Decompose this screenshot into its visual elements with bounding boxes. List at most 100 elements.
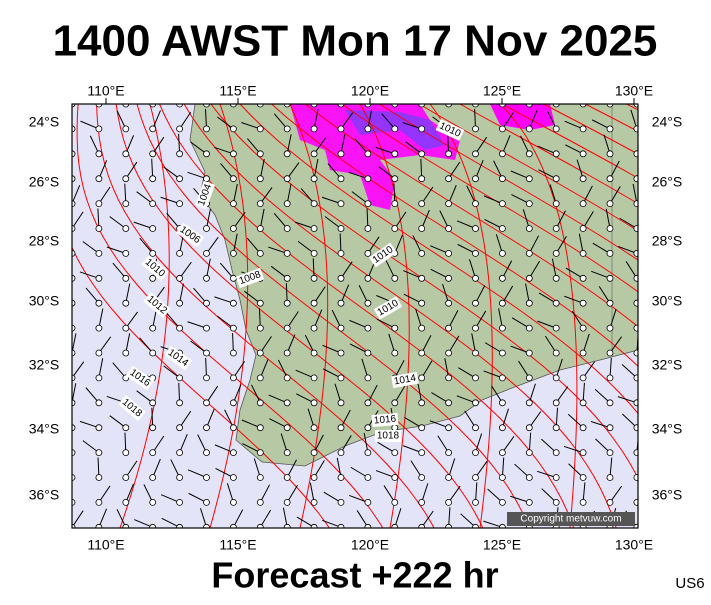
wind-station (607, 275, 613, 281)
wind-station (284, 499, 290, 505)
wind-station (96, 350, 102, 356)
wind-station (177, 450, 183, 456)
wind-station (607, 450, 613, 456)
wind-station (230, 325, 236, 331)
wind-station (526, 300, 532, 306)
wind-station (338, 151, 344, 157)
wind-station (96, 450, 102, 456)
wind-station (96, 151, 102, 157)
wind-station (338, 226, 344, 232)
wind-station (499, 450, 505, 456)
wind-barb (53, 446, 72, 452)
wind-station (204, 400, 210, 406)
wind-station (123, 126, 129, 132)
wind-station (96, 524, 102, 530)
wind-station (553, 499, 559, 505)
lat-label: 26°S (652, 174, 683, 190)
wind-station (123, 300, 129, 306)
wind-station (392, 450, 398, 456)
wind-station (553, 126, 559, 132)
wind-station (365, 350, 371, 356)
wind-station (580, 450, 586, 456)
wind-station (150, 250, 156, 256)
wind-station (553, 425, 559, 431)
wind-station (257, 126, 263, 132)
wind-station (96, 325, 102, 331)
wind-station (392, 126, 398, 132)
wind-station (150, 176, 156, 182)
wind-station (392, 400, 398, 406)
wind-station (607, 425, 613, 431)
wind-station (123, 275, 129, 281)
wind-station (499, 499, 505, 505)
lat-label: 28°S (652, 233, 683, 249)
wind-station (311, 375, 317, 381)
wind-station (580, 300, 586, 306)
wind-station (177, 475, 183, 481)
wind-station (419, 450, 425, 456)
wind-station (607, 300, 613, 306)
wind-station (230, 450, 236, 456)
wind-station (230, 226, 236, 232)
lat-label: 24°S (652, 114, 683, 130)
wind-station (419, 151, 425, 157)
isobar-value: 1018 (377, 431, 400, 442)
wind-station (177, 151, 183, 157)
wind-station (526, 151, 532, 157)
wind-station (123, 226, 129, 232)
lon-label: 110°E (87, 537, 124, 553)
wind-station (499, 250, 505, 256)
wind-station (150, 350, 156, 356)
wind-station (365, 176, 371, 182)
wind-station (607, 201, 613, 207)
wind-station (284, 275, 290, 281)
wind-station (580, 176, 586, 182)
wind-station (473, 375, 479, 381)
wind-barb (59, 413, 72, 428)
wind-barb (556, 86, 564, 104)
wind-station (473, 425, 479, 431)
wind-station (634, 499, 640, 505)
wind-station (473, 475, 479, 481)
wind-station (204, 226, 210, 232)
wind-station (230, 499, 236, 505)
wind-station (311, 350, 317, 356)
wind-station (284, 126, 290, 132)
wind-barb (460, 92, 476, 104)
wind-station (177, 400, 183, 406)
wind-station (96, 176, 102, 182)
wind-station (365, 499, 371, 505)
wind-station (338, 275, 344, 281)
wind-station (446, 176, 452, 182)
wind-station (607, 400, 613, 406)
wind-station (284, 475, 290, 481)
wind-station (338, 524, 344, 530)
wind-station (580, 151, 586, 157)
wind-station (311, 499, 317, 505)
wind-station (499, 226, 505, 232)
wind-barb (637, 312, 649, 328)
wind-station (177, 375, 183, 381)
wind-barb (574, 86, 583, 104)
wind-station (177, 176, 183, 182)
wind-station (123, 425, 129, 431)
wind-station (150, 151, 156, 157)
wind-station (257, 375, 263, 381)
wind-station (123, 201, 129, 207)
wind-station (311, 450, 317, 456)
wind-station (392, 201, 398, 207)
wind-station (607, 499, 613, 505)
wind-station (446, 226, 452, 232)
wind-station (634, 375, 640, 381)
wind-station (553, 151, 559, 157)
wind-station (607, 126, 613, 132)
wind-station (257, 325, 263, 331)
wind-station (365, 325, 371, 331)
wind-station (96, 400, 102, 406)
wind-station (526, 176, 532, 182)
wind-station (365, 425, 371, 431)
wind-barb (180, 86, 188, 104)
wind-station (96, 275, 102, 281)
wind-station (96, 475, 102, 481)
lat-label: 34°S (652, 421, 683, 437)
